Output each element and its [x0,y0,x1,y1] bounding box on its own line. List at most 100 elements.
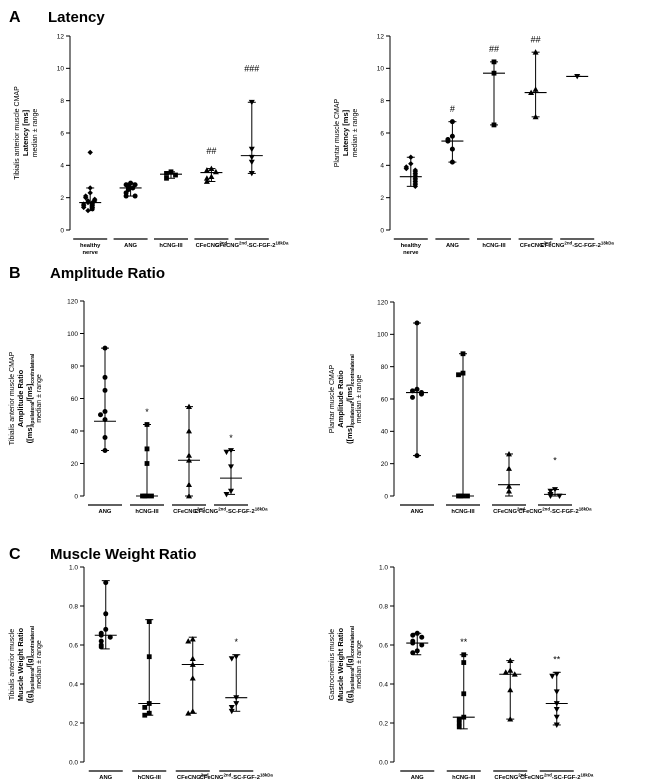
significance-mark: ## [489,44,499,54]
data-point [98,644,104,650]
data-point [449,119,455,125]
data-point [248,146,255,153]
data-point [144,446,150,452]
y-tick-label: 0.8 [69,603,78,610]
category-label: CFeCNG2nd-SC-FGF-218kDa [541,241,615,250]
y-tick-label: 0.6 [69,642,78,649]
data-point [465,493,470,499]
data-point [102,409,108,414]
y-tick-label: 80 [71,363,79,370]
data-point [146,701,152,706]
y-tick-label: 10 [377,66,385,73]
data-point [248,159,255,166]
y-tick-label: 0.4 [69,681,78,688]
y-tick-label: 120 [67,298,78,305]
data-point [410,640,416,646]
y-tick-label: 12 [57,33,65,40]
data-point [491,70,497,76]
data-point [98,638,104,644]
y-axis-label: Amplitude Ratio [336,370,345,428]
data-point [410,632,416,638]
data-point [142,493,148,499]
y-tick-label: 0.0 [379,759,388,766]
category-label: ANG [99,509,112,515]
data-point [223,491,230,498]
y-axis-label: ([ms]ipsilateral/[ms]contralateral [345,354,356,444]
data-point [248,154,255,161]
data-point [553,714,560,721]
data-point [553,706,560,713]
significance-mark: ## [206,146,216,156]
data-point [412,183,418,190]
data-point [449,133,455,139]
data-point [414,386,420,392]
data-point [102,435,108,440]
data-point [189,636,196,642]
data-point [146,619,152,624]
data-point [408,161,414,167]
data-point [414,648,420,654]
data-point [212,168,219,175]
significance-mark: * [229,433,233,443]
y-tick-label: 2 [60,195,64,202]
data-point [228,705,235,711]
data-point [164,175,169,181]
category-label: ANG [99,775,112,780]
data-point [449,159,455,165]
data-point [186,481,192,488]
y-tick-label: 20 [381,461,389,468]
category-label: ANG [446,243,459,249]
data-point [410,388,415,394]
data-point [408,154,414,160]
category-label: CFeCNG2nd [173,507,205,516]
data-point [103,611,109,617]
significance-mark: ** [553,655,561,665]
data-point [511,671,518,677]
data-point [132,193,138,199]
data-point [549,673,556,680]
data-point [461,652,467,658]
data-point [146,654,152,660]
category-label: CFeCNG2nd [196,241,228,250]
category-label: ANG [411,509,424,515]
y-axis-label: Plantar muscle CMAP [334,98,341,167]
data-point [248,171,255,177]
category-label: healthy nerve [401,243,422,256]
y-axis-label: Amplitude Ratio [16,369,25,427]
y-tick-label: 0.8 [379,603,388,610]
data-point [203,178,210,184]
significance-mark: # [450,104,455,114]
data-point [461,660,467,665]
data-point [123,193,129,199]
data-point [186,452,192,458]
data-point [414,453,420,459]
y-axis-label: Gastrocnemius muscle [329,629,336,700]
category-label: CFeCNG2nd [494,773,526,780]
data-point [185,710,192,716]
data-point [146,710,152,716]
data-point [203,167,210,173]
data-point [98,412,103,418]
data-point [233,695,240,701]
data-point [142,712,148,718]
y-axis-label: Tibialis anterior muscle [9,629,16,700]
y-tick-label: 1.0 [69,564,78,571]
data-point [208,173,215,180]
chart-a2-plantar-latency: 0 2 4 6 8 10 12 Plantar muscle CMAP Latency [ms]… [334,33,614,256]
data-point [102,387,108,393]
data-point [103,580,109,586]
y-tick-label: 100 [67,331,78,338]
y-tick-label: 100 [377,332,388,339]
data-point [228,488,234,495]
y-axis-label: Plantar muscle CMAP [329,364,336,433]
y-tick-label: 4 [60,163,64,170]
data-point [228,656,235,662]
data-point [89,206,96,212]
y-axis-label: median ± range [36,374,43,423]
data-point [547,488,554,495]
y-axis-label: Latency [ms] [21,109,30,156]
data-point [456,372,461,378]
data-point [507,716,514,722]
y-tick-label: 0 [384,493,388,500]
